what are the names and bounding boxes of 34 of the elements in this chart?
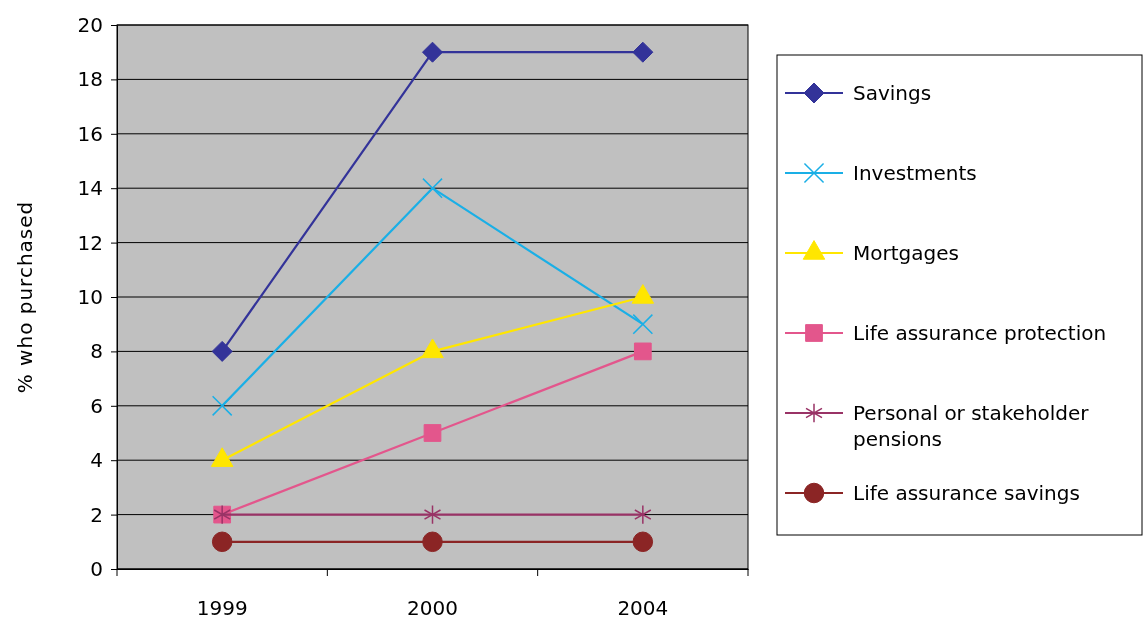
y-axis-title: % who purchased	[13, 200, 37, 394]
legend-label: Life assurance savings	[853, 481, 1080, 505]
y-tick-label: 10	[77, 284, 103, 309]
x-tick-label: 2004	[617, 596, 669, 619]
y-tick-label: 16	[77, 121, 103, 146]
legend-label: Mortgages	[853, 241, 959, 265]
y-tick-label: 6	[90, 393, 103, 418]
y-tick-label: 20	[77, 12, 103, 37]
point	[633, 342, 652, 361]
point	[422, 41, 443, 63]
legend-label: Personal or stakeholder pensions	[853, 401, 1090, 451]
point	[632, 41, 654, 63]
y-tick-label: 8	[90, 339, 103, 364]
y-tick-label: 4	[90, 448, 103, 473]
legend-label: Life assurance protection	[853, 321, 1107, 345]
point	[423, 424, 442, 442]
point	[423, 504, 442, 525]
y-tick-label: 14	[77, 176, 103, 201]
point	[211, 531, 233, 553]
point	[422, 177, 443, 199]
point	[422, 531, 443, 553]
point	[632, 313, 654, 335]
x-tick-label: 2000	[407, 596, 458, 619]
legend-label: Savings	[853, 81, 932, 105]
point	[211, 395, 233, 417]
legend-label: Investments	[853, 161, 977, 185]
y-tick-label: 0	[90, 556, 103, 581]
point	[634, 504, 652, 525]
y-tick-label: 18	[77, 67, 103, 92]
y-tick-label: 2	[90, 502, 103, 527]
point	[211, 340, 233, 362]
y-tick-label: 12	[77, 230, 103, 255]
point	[632, 531, 654, 553]
x-tick-label: 1999	[196, 596, 248, 619]
